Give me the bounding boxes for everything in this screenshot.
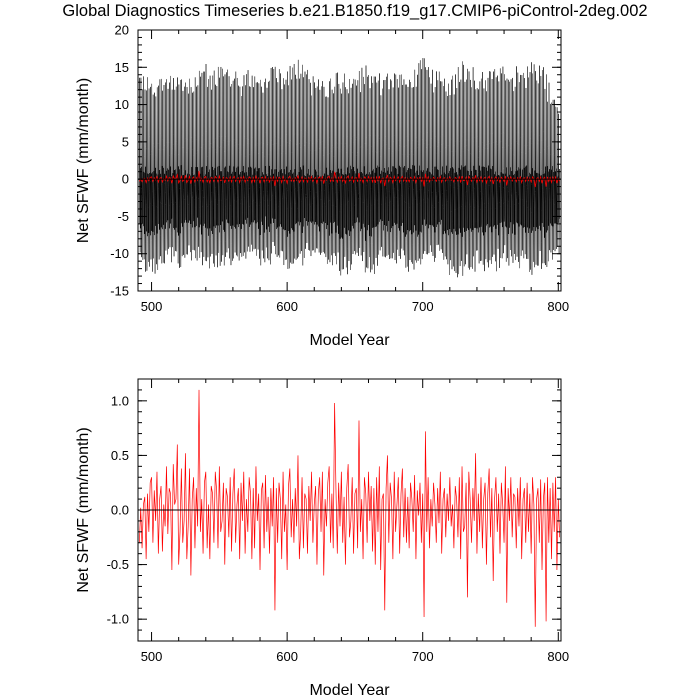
y-axis-title: Net SFWF (mm/month) xyxy=(75,78,92,243)
y-tick-label: -15 xyxy=(110,284,129,299)
x-axis-title: Model Year xyxy=(309,682,390,699)
y-tick-label: -0.5 xyxy=(107,557,129,572)
axis-ticks: 500 600 700 800 -1.0 -0.5 0.0 0.5 1.0 xyxy=(107,378,569,664)
series-annual-red xyxy=(139,389,560,627)
y-tick-label: 1.0 xyxy=(111,393,129,408)
series-monthly-black xyxy=(139,58,560,278)
x-tick-label: 800 xyxy=(547,649,569,664)
x-tick-label: 700 xyxy=(412,649,434,664)
x-tick-label: 800 xyxy=(547,299,569,314)
x-tick-label: 500 xyxy=(141,649,163,664)
y-tick-label: 5 xyxy=(122,134,129,149)
annual-line xyxy=(139,389,560,627)
y-tick-label: -5 xyxy=(117,209,129,224)
y-tick-label: 0.0 xyxy=(111,503,129,518)
y-tick-label: 0.5 xyxy=(111,448,129,463)
plot-frame xyxy=(137,378,562,642)
monthly-line xyxy=(139,58,560,278)
y-tick-label: 10 xyxy=(115,97,129,112)
x-tick-label: 700 xyxy=(412,299,434,314)
chart-title: Global Diagnostics Timeseries b.e21.B185… xyxy=(62,2,647,20)
x-tick-label: 600 xyxy=(276,299,298,314)
x-axis-title: Model Year xyxy=(309,332,390,349)
x-tick-label: 500 xyxy=(141,299,163,314)
y-tick-label: -10 xyxy=(110,246,129,261)
bottom-panel: 500 600 700 800 -1.0 -0.5 0.0 0.5 1.0 Model Year… xyxy=(75,378,569,699)
y-tick-label: 20 xyxy=(115,23,129,38)
y-tick-label: 0 xyxy=(122,172,129,187)
y-tick-label: 15 xyxy=(115,60,129,75)
annual-line xyxy=(139,170,560,188)
plot-frame xyxy=(137,29,562,292)
y-axis-title: Net SFWF (mm/month) xyxy=(75,427,92,592)
y-tick-label: -1.0 xyxy=(107,612,129,627)
x-tick-label: 600 xyxy=(276,649,298,664)
series-annual-red xyxy=(139,170,560,188)
